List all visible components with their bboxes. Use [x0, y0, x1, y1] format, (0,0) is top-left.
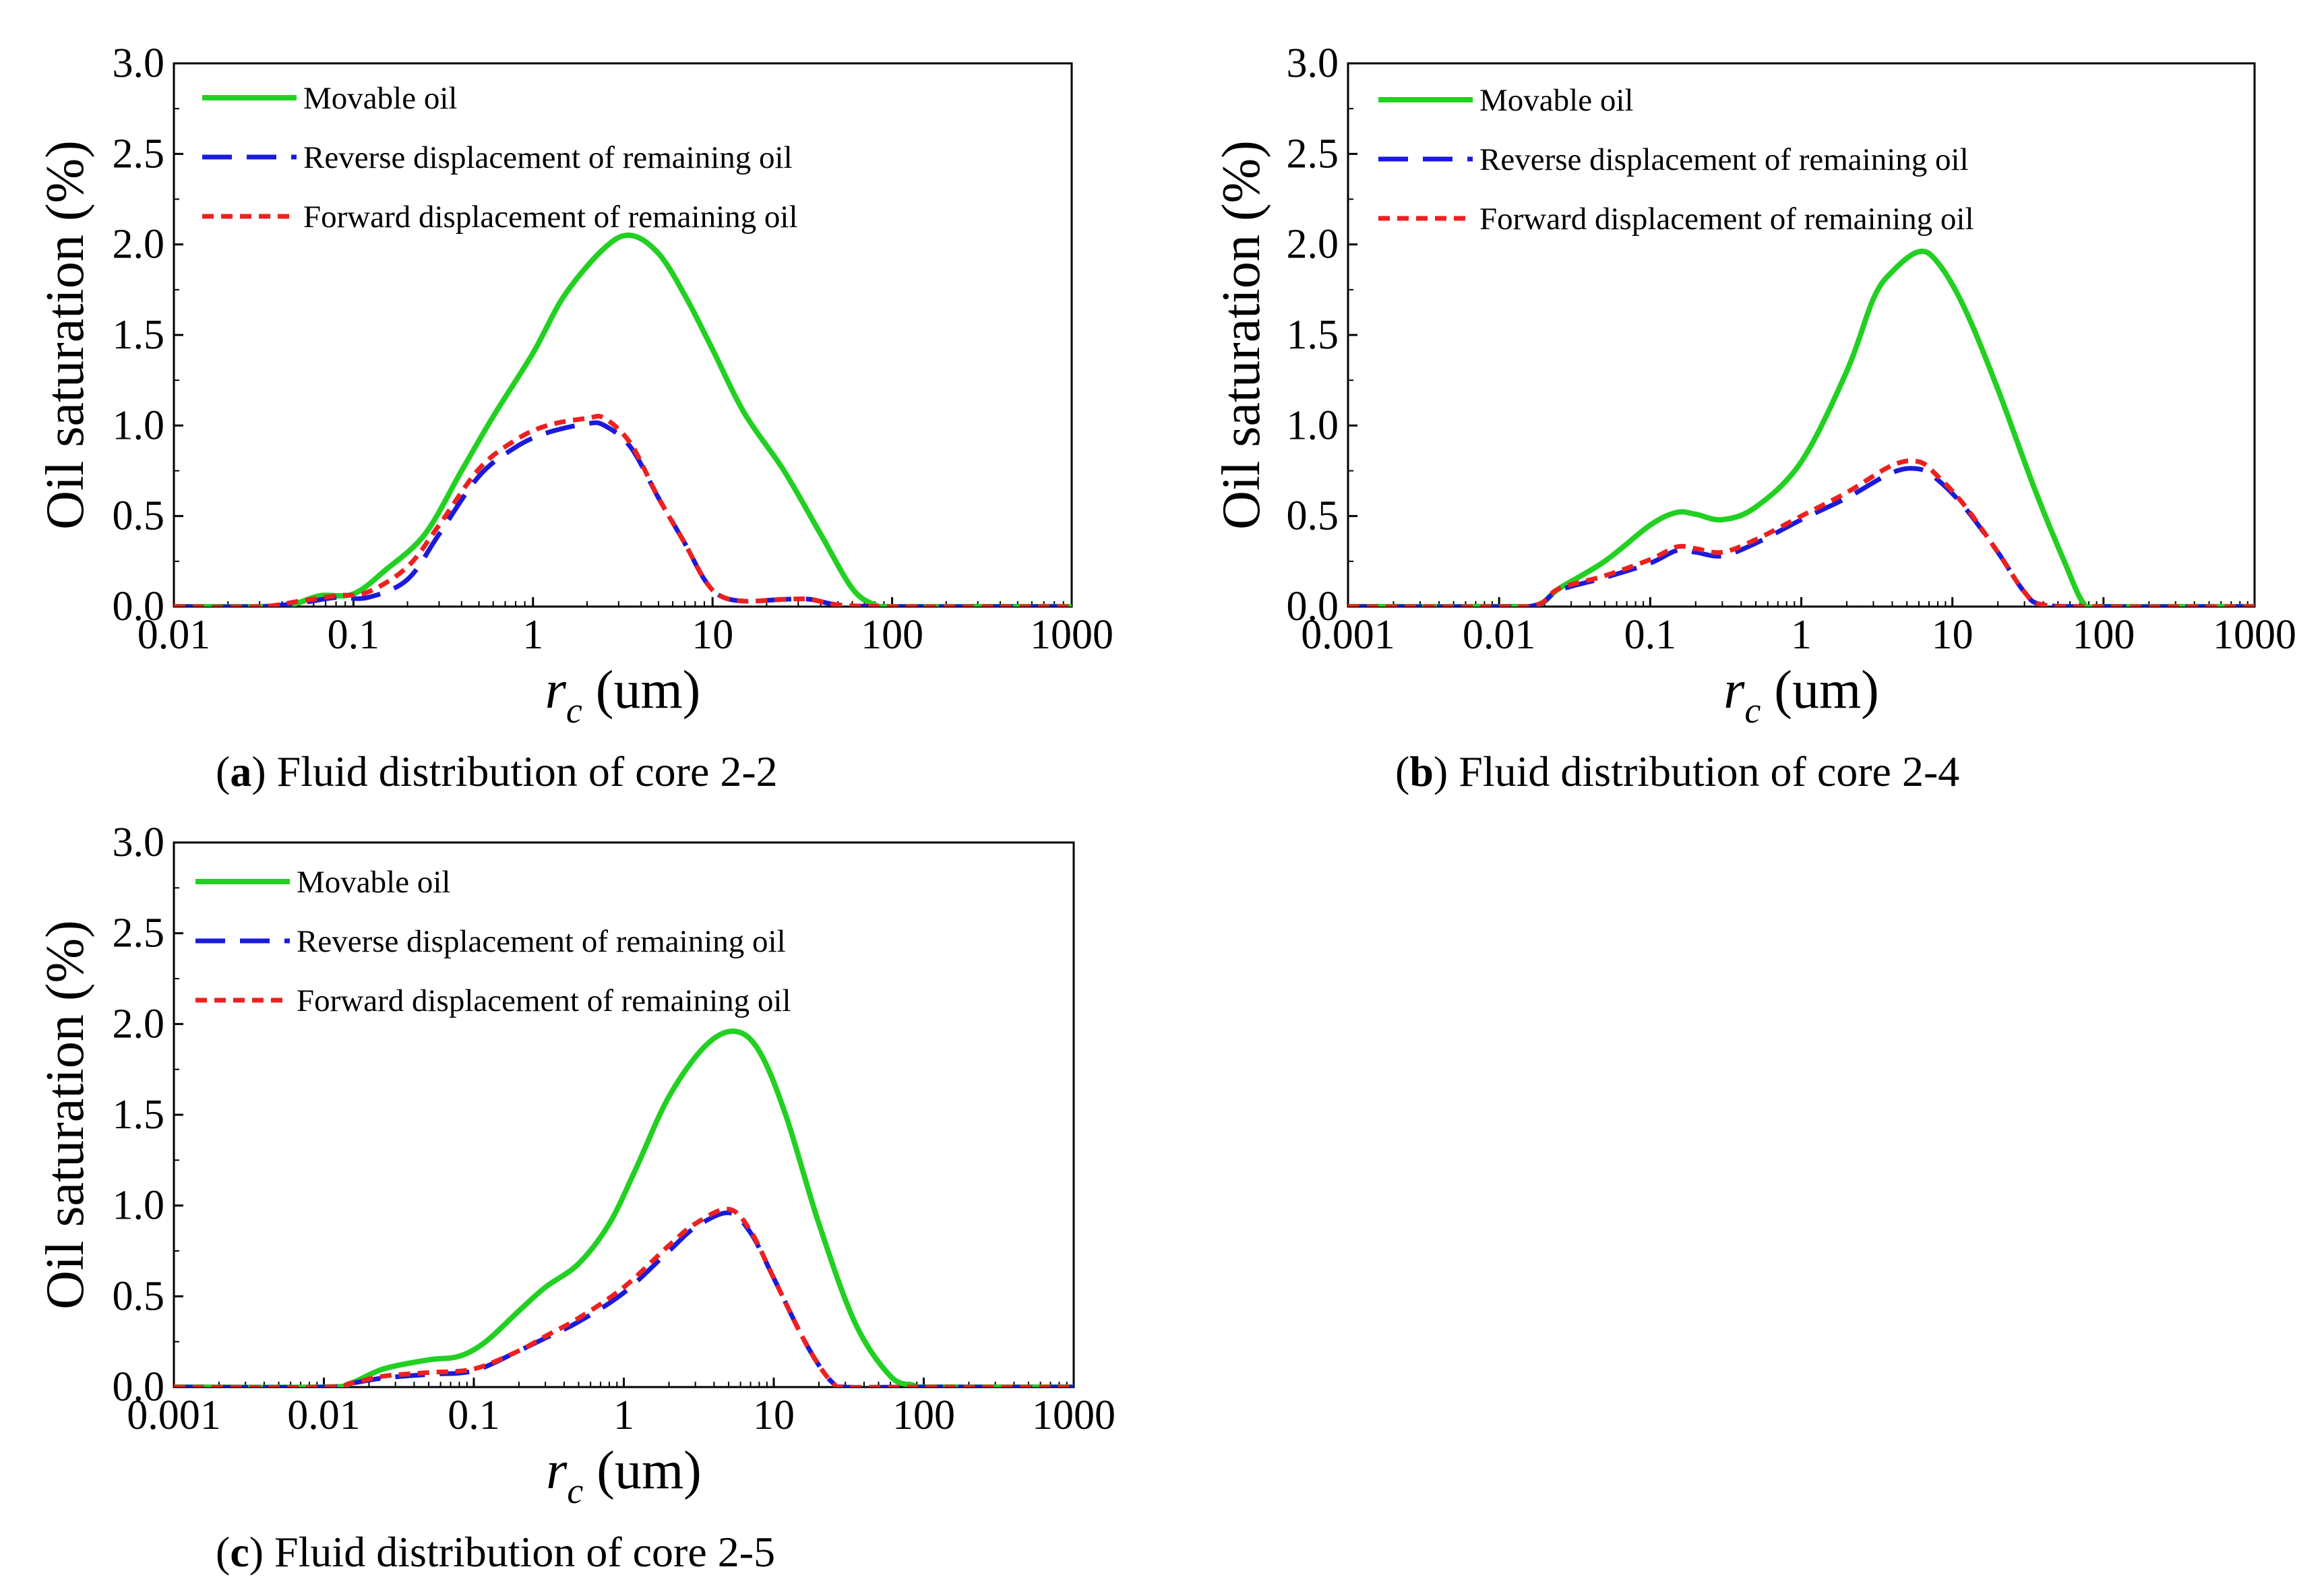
legend-label-reverse: Reverse displacement of remaining oil — [297, 924, 786, 959]
y-tick-label: 3.0 — [1287, 40, 1339, 86]
y-tick-label: 1.0 — [1287, 402, 1339, 448]
x-axis-label-sub: c — [567, 1471, 583, 1511]
x-axis-label: rc (um) — [546, 1441, 702, 1511]
x-tick-label: 1000 — [2213, 612, 2296, 658]
legend-label-reverse: Reverse displacement of remaining oil — [1479, 142, 1969, 177]
y-tick-label: 0.5 — [113, 493, 165, 539]
x-axis-label: rc (um) — [545, 661, 701, 731]
caption-a: (a) Fluid distribution of core 2-2 — [216, 747, 778, 795]
x-axis-label-unit: (um) — [1761, 661, 1879, 720]
series-line-reverse — [174, 1210, 1074, 1387]
x-tick-label: 1 — [522, 612, 543, 658]
x-tick-label: 1 — [1791, 612, 1812, 658]
y-tick-label: 2.5 — [113, 131, 165, 177]
series-line-forward — [174, 413, 1072, 607]
x-axis-label-unit: (um) — [582, 661, 701, 720]
series-line-reverse — [1348, 466, 2255, 607]
x-tick-label: 0.1 — [448, 1392, 500, 1438]
series-line-movable — [1348, 248, 2255, 607]
y-tick-label: 1.5 — [113, 1092, 165, 1138]
y-axis-label: Oil saturation (%) — [1212, 140, 1271, 530]
caption-c: (c) Fluid distribution of core 2-5 — [216, 1528, 775, 1576]
legend-label-forward: Forward displacement of remaining oil — [303, 200, 798, 235]
caption-a-text: ) Fluid distribution of core 2-2 — [251, 747, 777, 795]
series-line-forward — [174, 1206, 1074, 1387]
x-tick-label: 0.1 — [1624, 612, 1677, 658]
y-tick-label: 1.0 — [113, 402, 165, 448]
x-tick-label: 10 — [692, 612, 733, 658]
x-tick-label: 0.001 — [1301, 612, 1395, 658]
legend-label-movable: Movable oil — [1479, 83, 1633, 118]
series-line-movable — [174, 1028, 1074, 1387]
panel-a: 0.0 0.5 1.0 1.5 2.0 2.5 3.0 0.01 0.1 1 10 100 1000 Oi… — [36, 40, 1113, 731]
y-tick-label: 1.5 — [113, 312, 165, 358]
x-axis-label-var: r — [546, 1441, 568, 1500]
series-line-forward — [1348, 458, 2255, 607]
y-tick-label: 2.0 — [113, 1001, 165, 1047]
x-tick-label: 100 — [892, 1392, 955, 1438]
x-axis-label-var: r — [545, 661, 567, 720]
series-line-movable — [174, 233, 1072, 607]
y-tick-label: 3.0 — [113, 820, 165, 865]
y-tick-label: 0.0 — [113, 584, 165, 630]
series-line-reverse — [174, 420, 1072, 607]
legend-label-forward: Forward displacement of remaining oil — [1479, 202, 1974, 237]
y-tick-label: 0.5 — [1287, 493, 1339, 539]
x-axis-label-sub: c — [566, 690, 582, 731]
x-tick-label: 0.001 — [127, 1392, 221, 1438]
legend-label-movable: Movable oil — [297, 865, 450, 900]
legend-label-reverse: Reverse displacement of remaining oil — [303, 140, 793, 175]
y-tick-label: 2.5 — [1287, 131, 1339, 177]
y-tick-label: 2.0 — [1287, 222, 1339, 268]
x-tick-label: 100 — [2072, 612, 2135, 658]
caption-c-letter: c — [230, 1528, 249, 1576]
y-tick-label: 0.5 — [113, 1273, 165, 1319]
x-tick-label: 1000 — [1030, 612, 1113, 658]
x-axis-label-unit: (um) — [583, 1441, 702, 1500]
x-tick-label: 0.01 — [137, 612, 211, 658]
x-axis-label-sub: c — [1744, 690, 1761, 731]
y-tick-label: 1.0 — [113, 1183, 165, 1229]
panel-b: 0.0 0.5 1.0 1.5 2.0 2.5 3.0 0.001 0.01 0.1 1 10 100 1… — [1212, 40, 2296, 731]
legend-label-movable: Movable oil — [303, 81, 457, 116]
y-tick-label: 3.0 — [113, 40, 165, 86]
caption-c-text: ) Fluid distribution of core 2-5 — [249, 1528, 775, 1576]
legend-label-forward: Forward displacement of remaining oil — [297, 983, 791, 1018]
y-tick-label: 2.5 — [113, 911, 165, 956]
caption-b: (b) Fluid distribution of core 2-4 — [1395, 747, 1959, 795]
caption-b-text: ) Fluid distribution of core 2-4 — [1434, 747, 1959, 795]
x-tick-label: 100 — [861, 612, 923, 658]
x-tick-label: 0.1 — [328, 612, 380, 658]
x-axis-label-var: r — [1723, 661, 1745, 720]
caption-b-letter: b — [1409, 747, 1434, 795]
y-axis-label: Oil saturation (%) — [36, 140, 95, 530]
x-tick-label: 10 — [1932, 612, 1974, 658]
panel-c: 0.0 0.5 1.0 1.5 2.0 2.5 3.0 0.001 0.01 0.1 1 10 100 1… — [36, 820, 1115, 1511]
x-axis-label: rc (um) — [1723, 661, 1879, 731]
caption-a-letter: a — [230, 747, 251, 795]
x-tick-label: 10 — [753, 1392, 795, 1438]
x-tick-label: 0.01 — [1463, 612, 1536, 658]
y-tick-label: 1.5 — [1287, 312, 1339, 358]
y-tick-label: 0.0 — [113, 1364, 165, 1410]
y-tick-label: 0.0 — [1287, 584, 1339, 630]
x-tick-label: 1000 — [1032, 1392, 1115, 1438]
x-tick-label: 0.01 — [287, 1392, 361, 1438]
x-tick-label: 1 — [613, 1392, 634, 1438]
y-tick-label: 2.0 — [113, 222, 165, 268]
y-axis-label: Oil saturation (%) — [36, 920, 95, 1310]
